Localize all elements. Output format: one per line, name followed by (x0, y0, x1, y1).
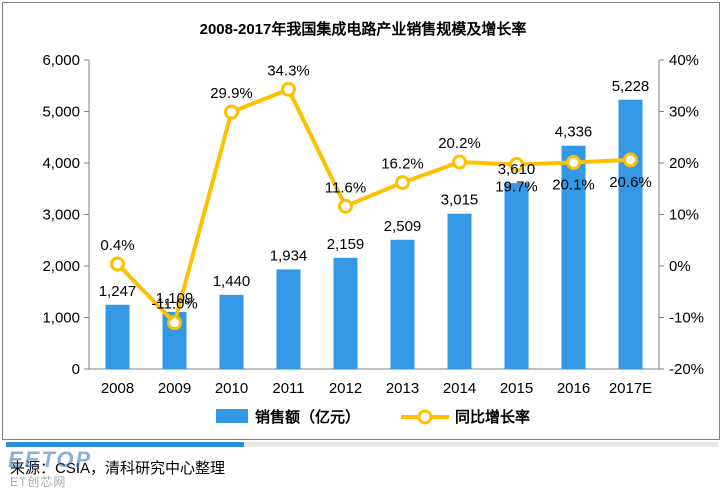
line-value-label: 0.4% (100, 237, 134, 254)
bar (219, 294, 244, 369)
right-tick-label: -10% (669, 310, 704, 327)
right-tick-label: 30% (669, 104, 699, 121)
chart-title: 2008-2017年我国集成电路产业销售规模及增长率 (200, 20, 527, 38)
x-tick-label: 2016 (557, 380, 590, 397)
bar-value-label: 3,610 (498, 161, 536, 178)
line-point (566, 154, 581, 170)
line-value-label: 19.7% (495, 179, 538, 196)
bar (105, 304, 130, 369)
line-value-label: 16.2% (381, 156, 424, 173)
bar-value-label: 2,509 (384, 218, 422, 235)
legend-line-label: 同比增长率 (455, 408, 530, 426)
bar-value-label: 1,247 (99, 283, 137, 300)
x-tick-label: 2012 (329, 380, 362, 397)
bar-value-label: 5,228 (612, 78, 650, 95)
x-tick-label: 2011 (272, 380, 304, 397)
footer-divider-accent (6, 442, 244, 447)
x-tick-label: 2014 (443, 380, 476, 397)
line-point (110, 256, 125, 272)
line-series (110, 81, 638, 331)
right-tick-label: 20% (669, 155, 699, 172)
bar (504, 183, 529, 369)
left-tick-label: 6,000 (42, 52, 80, 69)
line-value-label: -11.0% (151, 296, 197, 313)
bar-value-label: 1,109 (156, 290, 194, 307)
bar (618, 99, 643, 370)
bar-value-label: 1,440 (213, 273, 251, 290)
chart-frame: 2008-2017年我国集成电路产业销售规模及增长率 0 1,000 2,000 3,… (2, 2, 720, 440)
bar-series (105, 99, 643, 370)
line-point (395, 175, 410, 191)
chart-svg: 2008-2017年我国集成电路产业销售规模及增长率 0 1,000 2,000 3,… (42, 20, 704, 426)
growth-line (116, 87, 631, 325)
bar-value-label: 1,934 (270, 247, 308, 264)
x-tick-label: 2013 (386, 380, 419, 397)
line-point (452, 154, 467, 170)
left-tick-label: 1,000 (42, 310, 80, 327)
left-tick-label: 5,000 (42, 104, 80, 121)
x-tick-label: 2009 (158, 380, 191, 397)
right-tick-label: -20% (669, 361, 704, 378)
bar (390, 239, 415, 369)
x-tick-label: 2010 (215, 380, 248, 397)
legend-bar-label: 销售额（亿元） (255, 408, 360, 426)
line-value-label: 29.9% (210, 85, 253, 102)
right-tick-label: 40% (669, 52, 699, 69)
right-tick-label: 0% (669, 258, 691, 275)
source-note: 来源：CSIA，清科研究中心整理 (10, 460, 226, 477)
x-tick-label: 2015 (500, 380, 533, 397)
data-labels: 1,247 1,109 1,440 1,934 2,159 2,509 3,015 3,610… (99, 62, 652, 312)
left-tick-label: 3,000 (42, 207, 80, 224)
left-tick-label: 4,000 (42, 155, 80, 172)
legend-line-marker (417, 409, 433, 425)
bar (561, 145, 586, 369)
bar (333, 257, 358, 369)
line-value-label: 11.6% (325, 179, 366, 196)
axes: 0 1,000 2,000 3,000 4,000 5,000 6,000 -20% -10% 0… (42, 52, 704, 397)
line-point (224, 104, 239, 120)
line-point (338, 198, 353, 214)
x-tick-label: 2008 (101, 380, 134, 397)
right-tick-label: 10% (669, 207, 699, 224)
line-point (509, 157, 524, 173)
bar-value-label: 3,015 (441, 192, 479, 209)
line-value-label: 20.2% (438, 135, 481, 152)
line-value-label: 20.1% (552, 176, 595, 193)
line-point (281, 81, 296, 97)
left-tick-label: 0 (72, 361, 80, 378)
bar-value-label: 2,159 (327, 236, 365, 253)
x-tick-label: 2017E (609, 380, 652, 397)
line-value-label: 34.3% (267, 62, 310, 79)
legend-bar-swatch (216, 409, 248, 423)
left-tick-label: 2,000 (42, 258, 80, 275)
footer-divider (6, 442, 718, 447)
bar (447, 213, 472, 369)
line-value-label: 20.6% (609, 174, 652, 191)
bar (276, 269, 301, 369)
bar-value-label: 4,336 (555, 124, 593, 141)
line-point (623, 152, 638, 168)
line-point (167, 315, 182, 331)
legend: 销售额（亿元） 同比增长率 (216, 408, 530, 426)
